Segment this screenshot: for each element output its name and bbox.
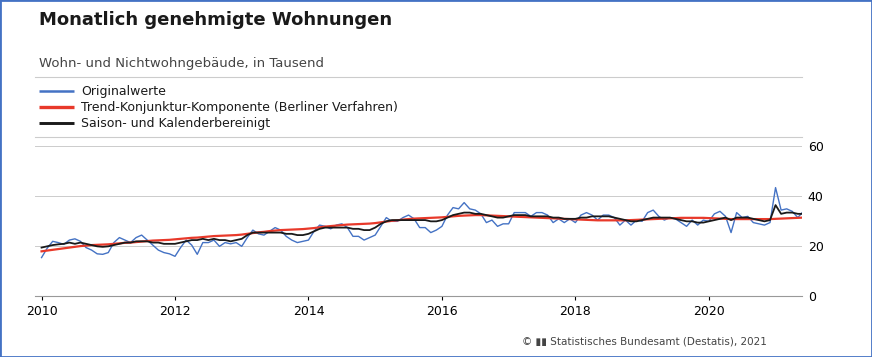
Text: Monatlich genehmigte Wohnungen: Monatlich genehmigte Wohnungen — [39, 11, 392, 29]
Text: Wohn- und Nichtwohngebäude, in Tausend: Wohn- und Nichtwohngebäude, in Tausend — [39, 57, 324, 70]
Text: Saison- und Kalenderbereinigt: Saison- und Kalenderbereinigt — [81, 117, 270, 130]
Text: Originalwerte: Originalwerte — [81, 85, 166, 97]
Text: © ▮▮ Statistisches Bundesamt (Destatis), 2021: © ▮▮ Statistisches Bundesamt (Destatis),… — [522, 336, 767, 346]
Text: Trend-Konjunktur-Komponente (Berliner Verfahren): Trend-Konjunktur-Komponente (Berliner Ve… — [81, 101, 398, 114]
